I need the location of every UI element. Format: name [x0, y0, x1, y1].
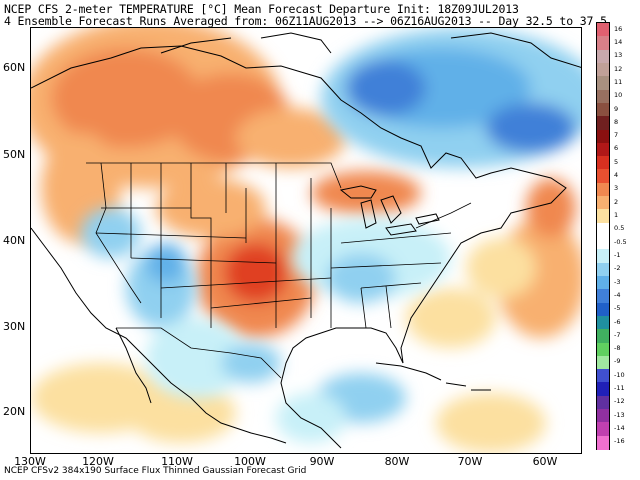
lon-label: 90W	[309, 455, 335, 468]
lat-label: 30N	[3, 320, 26, 333]
colorbar-swatch	[597, 76, 609, 91]
colorbar-tick-label: 16	[614, 24, 623, 33]
colorbar-tick-label: 0.5	[614, 224, 625, 233]
colorbar-swatch	[597, 382, 609, 397]
colorbar-swatch	[597, 275, 609, 290]
colorbar-tick-label: 9	[614, 104, 619, 113]
lat-label: 60N	[3, 61, 26, 74]
colorbar-swatch	[597, 369, 609, 383]
colorbar-tick-label: -3	[614, 277, 621, 286]
coastlines	[31, 45, 567, 449]
lat-label: 50N	[3, 148, 26, 161]
lat-label: 40N	[3, 234, 26, 247]
colorbar-tick-label: -2	[614, 264, 621, 273]
colorbar-swatch	[597, 129, 609, 144]
colorbar-swatch	[597, 355, 609, 370]
colorbar-tick-label: -13	[614, 410, 625, 419]
temperature-anomaly-map	[30, 27, 582, 454]
colorbar-tick-label: -10	[614, 370, 625, 379]
colorbar-swatch	[597, 49, 609, 64]
colorbar-swatch	[597, 249, 609, 264]
colorbar-tick-label: 4	[614, 171, 619, 180]
lon-label: 130W	[14, 455, 46, 468]
lon-label: 60W	[532, 455, 558, 468]
colorbar-tick-label: -6	[614, 317, 621, 326]
warm-anomaly-layer	[31, 28, 581, 453]
caribbean-islands	[375, 362, 491, 391]
colorbar-swatch	[597, 236, 609, 250]
colorbar-tick-label: 10	[614, 91, 623, 100]
colorbar-swatch	[597, 329, 609, 343]
colorbar-swatch	[597, 302, 609, 317]
colorbar-swatch	[597, 435, 609, 450]
colorbar-tick-label: -16	[614, 437, 625, 446]
colorbar-swatch	[597, 142, 609, 157]
colorbar-swatch	[597, 395, 609, 410]
map-title-line2: 4 Ensemble Forecast Runs Averaged from: …	[4, 14, 607, 28]
colorbar-swatch	[597, 422, 609, 437]
map-title-line1: NCEP CFS 2-meter TEMPERATURE [°C] Mean F…	[4, 2, 519, 16]
colorbar-swatch	[597, 62, 609, 77]
lon-label: 70W	[457, 455, 483, 468]
colorbar-tick-label: 5	[614, 157, 619, 166]
great-lakes	[339, 185, 440, 236]
colorbar-swatch	[597, 156, 609, 170]
colorbar-swatch	[597, 169, 609, 184]
colorbar-tick-label: 7	[614, 131, 619, 140]
colorbar-tick-label: 14	[614, 37, 623, 46]
colorbar-swatch	[597, 23, 609, 37]
colorbar-legend	[596, 22, 610, 450]
colorbar-swatch	[597, 209, 609, 224]
colorbar-tick-label: 1	[614, 211, 619, 220]
political-borders	[86, 162, 472, 379]
colorbar-tick-label: -1	[614, 250, 621, 259]
colorbar-swatch	[597, 289, 609, 304]
lon-label: 80W	[384, 455, 410, 468]
arctic-coast	[160, 32, 581, 68]
colorbar-swatch	[597, 182, 609, 197]
colorbar-swatch	[597, 262, 609, 277]
colorbar-tick-label: 3	[614, 184, 619, 193]
anomaly-map-svg	[31, 28, 581, 453]
colorbar-tick-label: 12	[614, 64, 623, 73]
colorbar-tick-label: -4	[614, 290, 621, 299]
colorbar-swatch	[597, 409, 609, 423]
colorbar-tick-label: 8	[614, 117, 619, 126]
colorbar-tick-label: -5	[614, 304, 621, 313]
colorbar-tick-label: -7	[614, 330, 621, 339]
colorbar-swatch	[597, 342, 609, 357]
colorbar-tick-label: -14	[614, 424, 625, 433]
lat-label: 20N	[3, 405, 26, 418]
colorbar-tick-label: 6	[614, 144, 619, 153]
lon-label: 100W	[234, 455, 266, 468]
colorbar-swatch	[597, 315, 609, 330]
colorbar-tick-label: -9	[614, 357, 621, 366]
colorbar-swatch	[597, 222, 609, 237]
colorbar-tick-label: -12	[614, 397, 625, 406]
colorbar-tick-label: 13	[614, 51, 623, 60]
cool-anomaly-layer	[81, 28, 581, 443]
colorbar-swatch	[597, 116, 609, 130]
colorbar-swatch	[597, 89, 609, 104]
colorbar-tick-label: -8	[614, 344, 621, 353]
grid-footnote: NCEP CFSv2 384x190 Surface Flux Thinned …	[4, 466, 307, 476]
colorbar-tick-label: 11	[614, 77, 623, 86]
colorbar-tick-label: -0.5	[614, 237, 627, 246]
colorbar-swatch	[597, 36, 609, 51]
colorbar-tick-label: 2	[614, 197, 619, 206]
colorbar-swatch	[597, 196, 609, 210]
colorbar-swatch	[597, 102, 609, 117]
lon-label: 120W	[82, 455, 114, 468]
colorbar-tick-label: -11	[614, 384, 625, 393]
lon-label: 110W	[161, 455, 193, 468]
